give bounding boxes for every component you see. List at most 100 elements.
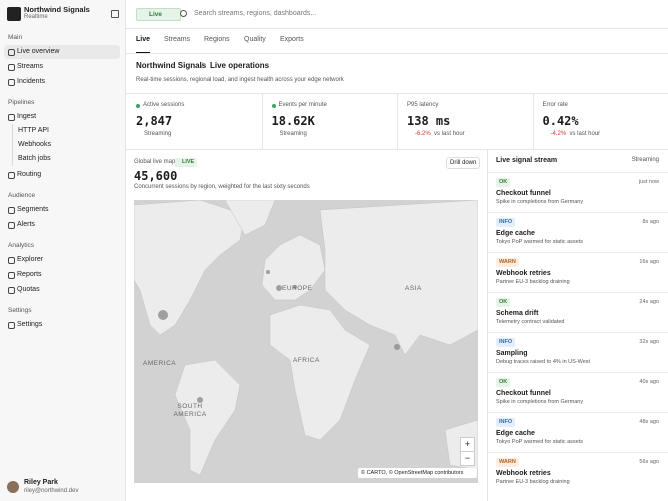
kpi-value: 2,847: [136, 114, 173, 128]
nav-item[interactable]: Quotas: [4, 283, 120, 297]
nav-subitem[interactable]: Webhooks: [14, 138, 120, 152]
nav-subitem[interactable]: HTTP API: [14, 124, 120, 138]
logo: [7, 7, 21, 21]
nav-item[interactable]: Reports: [4, 268, 120, 282]
collapse-button[interactable]: [111, 10, 119, 18]
event-detail: Tokyo PoP warmed for static assets: [496, 239, 584, 245]
zoom-out[interactable]: −: [460, 451, 475, 466]
status-dot: [136, 104, 140, 108]
event-title[interactable]: Webhook retries: [496, 270, 551, 277]
nav-icon: [8, 49, 15, 56]
event-time: 56s ago: [639, 459, 659, 465]
event-level: OK: [496, 178, 511, 187]
nav-item[interactable]: Incidents: [4, 75, 120, 89]
event-time: 40s ago: [639, 379, 659, 385]
map-label: ASIA: [405, 285, 422, 292]
event-divider: [488, 172, 668, 173]
section-title: Pipelines: [8, 99, 35, 106]
event-title[interactable]: Checkout funnel: [496, 390, 551, 397]
map-label: AMERICA: [143, 360, 177, 367]
avatar[interactable]: [7, 481, 19, 493]
nav-item[interactable]: Routing: [4, 168, 120, 182]
event-level: INFO: [496, 338, 516, 347]
nav-label: Segments: [17, 206, 49, 213]
event-level: INFO: [496, 418, 516, 427]
kpi-note: vs last hour: [569, 131, 601, 137]
nav-subitem[interactable]: Batch jobs: [14, 152, 120, 166]
event-title[interactable]: Checkout funnel: [496, 190, 551, 197]
breadcrumb-current: Live operations: [210, 61, 270, 70]
attribution[interactable]: © CARTO, © OpenStreetMap contributors: [358, 468, 478, 478]
event-title[interactable]: Edge cache: [496, 430, 535, 437]
divider: [261, 94, 263, 149]
divider: [532, 94, 534, 149]
kpi-change: -6.2%: [415, 131, 431, 137]
search-input[interactable]: Search streams, regions, dashboards...: [194, 10, 317, 17]
nav-label: Live overview: [17, 48, 60, 55]
search-icon: [180, 10, 187, 17]
map-badge: LIVE: [175, 158, 198, 167]
nav-item[interactable]: Live overview: [4, 45, 120, 59]
event-level: OK: [496, 298, 511, 307]
nav-label: HTTP API: [18, 127, 49, 134]
tab[interactable]: Regions: [204, 36, 230, 43]
tab[interactable]: Live: [136, 36, 151, 43]
land: [134, 200, 478, 476]
user-email: riley@northwind.dev: [24, 488, 79, 494]
event-detail: Partner EU-3 backlog draining: [496, 479, 570, 485]
nav-icon: [8, 79, 15, 86]
nav-label: Reports: [17, 271, 42, 278]
event-divider: [488, 412, 668, 413]
event-detail: Partner EU-3 backlog draining: [496, 279, 570, 285]
tree-line: [12, 124, 13, 166]
breadcrumb-separator: /: [201, 61, 204, 70]
nav-item[interactable]: Explorer: [4, 253, 120, 267]
event-detail: Tokyo PoP warmed for static assets: [496, 439, 584, 445]
event-title[interactable]: Edge cache: [496, 230, 535, 237]
nav-item[interactable]: Alerts: [4, 218, 120, 232]
nav-icon: [8, 114, 15, 121]
map-label: EUROPE: [282, 285, 313, 292]
event-divider: [488, 452, 668, 453]
divider: [126, 53, 668, 54]
live-status[interactable]: Live: [136, 8, 182, 21]
event-level: OK: [496, 378, 511, 387]
event-detail: Telemetry contract validated: [496, 319, 565, 325]
nav-label: Routing: [17, 171, 42, 178]
tab[interactable]: Exports: [280, 36, 304, 43]
nav-label: Batch jobs: [18, 155, 51, 162]
nav-label: Webhooks: [18, 141, 51, 148]
event-title[interactable]: Sampling: [496, 350, 528, 357]
event-time: 16s ago: [639, 259, 659, 265]
section-title: Main: [8, 34, 23, 41]
drill-down[interactable]: Drill down: [446, 157, 481, 169]
map-caption: Concurrent sessions by region, weighted …: [134, 184, 310, 190]
tab[interactable]: Quality: [244, 36, 266, 43]
event-divider: [488, 292, 668, 293]
nav-label: Streams: [17, 63, 44, 70]
kpi-label: Active sessions: [143, 102, 185, 108]
nav-item[interactable]: Segments: [4, 203, 120, 217]
map-value: 45,600: [134, 169, 178, 183]
section-title: Audience: [8, 192, 36, 199]
nav-icon: [8, 222, 15, 229]
nav-item[interactable]: Ingest: [4, 110, 120, 124]
kpi-change: -4.2%: [550, 131, 567, 137]
event-detail: Spike in completions from Germany: [496, 199, 584, 205]
divider: [487, 150, 488, 501]
breadcrumb-root[interactable]: Northwind Signals: [136, 61, 207, 70]
event-time: 32s ago: [639, 339, 659, 345]
event-title[interactable]: Schema drift: [496, 310, 539, 317]
nav-item[interactable]: Streams: [4, 60, 120, 74]
tab[interactable]: Streams: [164, 36, 191, 43]
nav-icon: [8, 322, 15, 329]
zoom-in[interactable]: +: [460, 437, 475, 452]
event-time: just now: [638, 179, 659, 185]
event-title[interactable]: Webhook retries: [496, 470, 551, 477]
divider: [397, 94, 398, 149]
nav-icon: [8, 64, 15, 71]
nav-item[interactable]: Settings: [4, 318, 120, 332]
kpi-status: Streaming: [279, 131, 307, 137]
map-label: AFRICA: [293, 357, 320, 364]
